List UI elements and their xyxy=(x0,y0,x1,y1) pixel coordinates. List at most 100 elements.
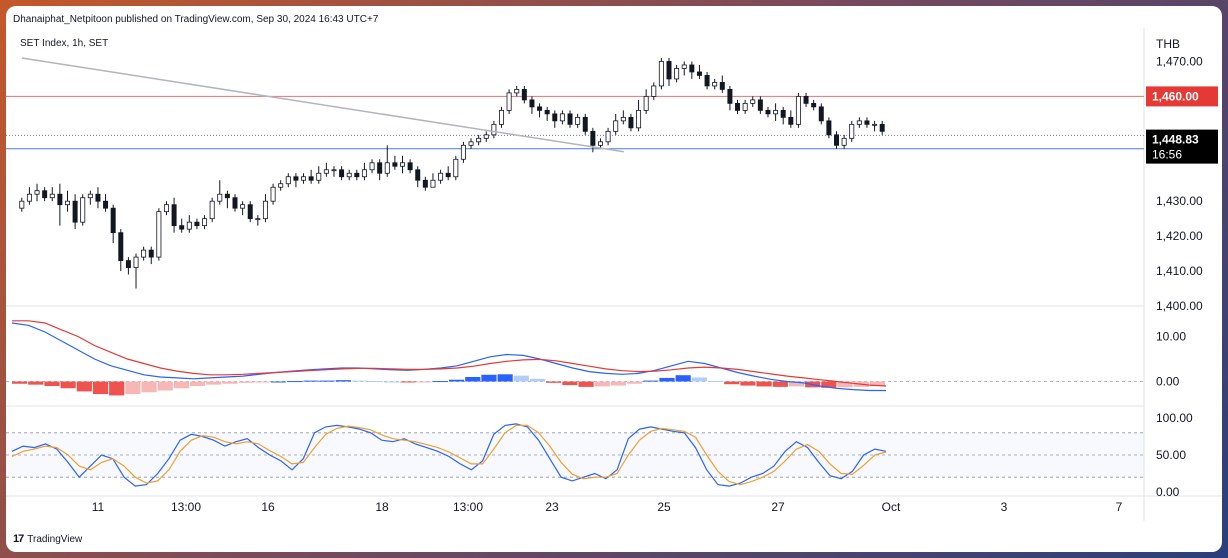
candle-body xyxy=(689,64,695,73)
macd-histogram-bar xyxy=(76,381,92,392)
price-axis: 1,470.00 1,430.00 1,420.00 1,410.00 1,400.00… xyxy=(1156,37,1203,499)
candle-body xyxy=(811,102,817,108)
footer: 17 TradingView xyxy=(13,533,82,545)
gridlines xyxy=(6,28,1222,521)
candle-body xyxy=(293,176,299,181)
candle-body xyxy=(19,200,25,209)
candle-body xyxy=(826,120,832,136)
macd-pane xyxy=(6,320,1144,396)
macd-signal-line xyxy=(12,320,887,387)
macd-histogram-bar xyxy=(481,374,497,382)
candle-body xyxy=(666,61,672,80)
candle-body xyxy=(255,218,261,221)
candle-body xyxy=(468,141,474,146)
candle-body xyxy=(674,68,680,80)
candle-body xyxy=(445,172,451,178)
candle-body xyxy=(620,116,626,122)
candle-body xyxy=(141,249,147,258)
candle-body xyxy=(133,256,139,268)
candle-body xyxy=(841,137,847,146)
candle-body xyxy=(552,113,558,122)
macd-histogram-bar xyxy=(594,381,610,387)
candle-body xyxy=(681,64,687,69)
candle-body xyxy=(308,176,314,181)
candle-body xyxy=(87,193,93,199)
candle-body xyxy=(118,232,124,261)
macd-histogram-bar xyxy=(465,377,481,382)
time-tick: 27 xyxy=(771,500,785,514)
last-price-label: 1,448.83 xyxy=(1152,133,1199,147)
time-tick: 16 xyxy=(261,500,275,514)
last-price-label-bg xyxy=(1146,129,1218,164)
macd-histogram-bar xyxy=(772,381,788,387)
candle-body xyxy=(864,120,870,125)
candle-body xyxy=(856,120,862,125)
candle-body xyxy=(95,193,101,202)
macd-histogram-bar xyxy=(546,381,562,383)
macd-line xyxy=(11,322,886,392)
candle-body xyxy=(696,71,702,76)
time-tick: 11 xyxy=(92,500,105,514)
candle-body xyxy=(658,61,664,87)
candle-body xyxy=(110,207,116,234)
candle-body xyxy=(34,190,40,195)
candle-body xyxy=(597,141,603,146)
macd-histogram-bar xyxy=(562,381,578,386)
macd-histogram-bar xyxy=(238,381,254,383)
candle-body xyxy=(537,106,543,111)
candle-body xyxy=(590,130,596,146)
candle-body xyxy=(605,130,611,143)
candle-body xyxy=(331,169,337,172)
macd-histogram-bar xyxy=(449,379,465,382)
candle-body xyxy=(727,89,733,104)
candle-body xyxy=(171,204,177,227)
macd-histogram-bar xyxy=(724,381,740,385)
candle-body xyxy=(712,82,718,87)
stoch-d-line xyxy=(11,424,887,486)
candle-body xyxy=(742,102,748,111)
macd-histogram-bar xyxy=(206,381,222,385)
time-tick: 13:00 xyxy=(171,500,201,514)
candle-body xyxy=(186,221,192,230)
candle-body xyxy=(476,137,482,143)
candle-body xyxy=(651,85,657,97)
candle-body xyxy=(285,176,291,185)
macd-histogram-bar xyxy=(287,381,303,383)
chart-canvas[interactable]: 1,470.00 1,430.00 1,420.00 1,410.00 1,400.00… xyxy=(6,6,1222,552)
macd-histogram-bar xyxy=(837,381,853,388)
macd-tick: 0.00 xyxy=(1156,375,1180,389)
candle-body xyxy=(57,193,63,206)
candle-body xyxy=(407,162,413,171)
macd-histogram-bar xyxy=(610,381,627,386)
stoch-tick: 50.00 xyxy=(1156,448,1186,462)
macd-histogram-bar xyxy=(92,381,109,395)
tradingview-logo-icon: 17 xyxy=(13,533,24,545)
resistance-price-label-bg xyxy=(1146,86,1218,107)
macd-histogram-bar xyxy=(28,381,44,385)
macd-histogram-bar xyxy=(12,381,28,384)
candle-body xyxy=(514,89,520,94)
candle-body xyxy=(194,221,200,227)
candle-body xyxy=(392,162,398,167)
candle-body xyxy=(80,197,86,223)
stoch-tick: 100.00 xyxy=(1156,411,1193,425)
candle-body xyxy=(567,113,573,125)
candle-body xyxy=(559,113,565,122)
candle-body xyxy=(719,82,725,90)
candle-body xyxy=(163,204,169,213)
resistance-price-label: 1,460.00 xyxy=(1152,89,1199,103)
macd-histogram-bar xyxy=(869,381,885,386)
stoch-tick: 0.00 xyxy=(1156,485,1180,499)
time-tick: 18 xyxy=(375,500,389,514)
macd-histogram-bar xyxy=(821,381,837,388)
price-levels xyxy=(6,95,1144,150)
price-tick: 1,420.00 xyxy=(1156,229,1203,243)
time-tick: Oct xyxy=(882,500,901,514)
candle-body xyxy=(704,75,710,87)
currency-label: THB xyxy=(1156,37,1180,51)
macd-histogram-bar xyxy=(319,380,335,382)
candle-body xyxy=(879,123,885,132)
price-tick: 1,430.00 xyxy=(1156,194,1203,208)
candle-body xyxy=(278,183,284,188)
